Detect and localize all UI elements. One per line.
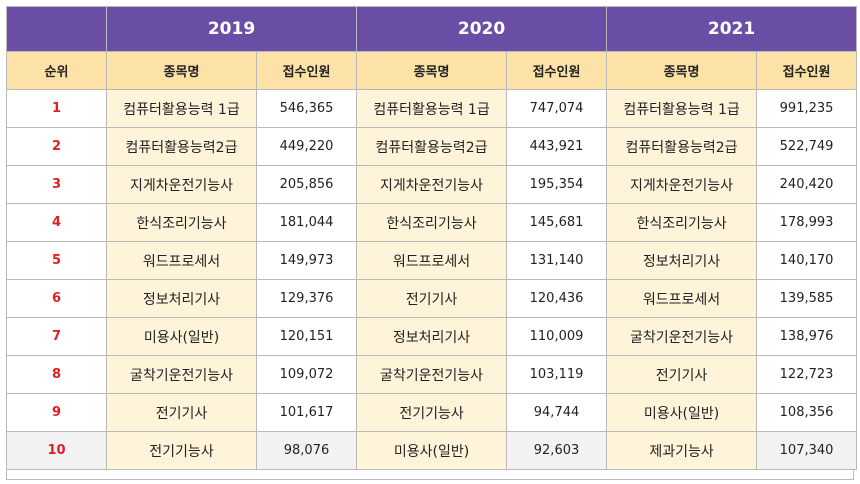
exam-name-cell: 제과기능사: [606, 431, 758, 470]
ranking-table-container: 2019 2020 2021 순위 종목명 접수인원 종목명 접수인원 종목명 …: [6, 6, 858, 480]
rank-cell: 3: [6, 165, 107, 204]
applicant-count-cell: 145,681: [506, 203, 608, 242]
applicant-count-cell: 110,009: [506, 317, 608, 356]
year-header-blank: [6, 6, 107, 52]
applicant-count-cell: 240,420: [756, 165, 858, 204]
exam-name-cell: 지게차운전기능사: [106, 165, 257, 204]
applicant-count-cell: 139,585: [756, 279, 858, 318]
exam-ranking-table: 2019 2020 2021 순위 종목명 접수인원 종목명 접수인원 종목명 …: [6, 6, 858, 470]
table-row: 5 워드프로세서 149,973 워드프로세서 131,140 정보처리기사 140,170: [6, 241, 858, 280]
table-row: 2 컴퓨터활용능력2급 449,220 컴퓨터활용능력2급 443,921 컴퓨터활용능력…: [6, 127, 858, 166]
applicant-count-cell: 149,973: [255, 241, 358, 280]
exam-name-cell: 전기기능사: [356, 393, 508, 432]
name-column-header: 종목명: [106, 51, 257, 90]
applicant-count-cell: 120,436: [506, 279, 608, 318]
exam-name-cell: 미용사(일반): [606, 393, 758, 432]
applicant-count-cell: 94,744: [506, 393, 608, 432]
exam-name-cell: 전기기사: [106, 393, 257, 432]
year-header-2021: 2021: [606, 6, 858, 52]
year-header-row: 2019 2020 2021: [6, 6, 858, 52]
applicant-count-cell: 98,076: [255, 431, 358, 470]
applicant-count-cell: 140,170: [756, 241, 858, 280]
rank-cell: 10: [6, 431, 107, 470]
applicant-count-cell: 108,356: [756, 393, 858, 432]
exam-name-cell: 워드프로세서: [356, 241, 508, 280]
exam-name-cell: 전기기사: [606, 355, 758, 394]
count-column-header: 접수인원: [756, 51, 858, 90]
year-header-2020: 2020: [356, 6, 608, 52]
exam-name-cell: 정보처리기사: [606, 241, 758, 280]
applicant-count-cell: 522,749: [756, 127, 858, 166]
exam-name-cell: 한식조리기능사: [106, 203, 257, 242]
exam-name-cell: 컴퓨터활용능력2급: [106, 127, 257, 166]
exam-name-cell: 컴퓨터활용능력 1급: [356, 89, 508, 128]
column-header-row: 순위 종목명 접수인원 종목명 접수인원 종목명 접수인원: [6, 51, 858, 90]
applicant-count-cell: 205,856: [255, 165, 358, 204]
rank-cell: 7: [6, 317, 107, 356]
applicant-count-cell: 107,340: [756, 431, 858, 470]
applicant-count-cell: 109,072: [255, 355, 358, 394]
name-column-header: 종목명: [606, 51, 758, 90]
applicant-count-cell: 546,365: [255, 89, 358, 128]
applicant-count-cell: 991,235: [756, 89, 858, 128]
exam-name-cell: 한식조리기능사: [606, 203, 758, 242]
exam-name-cell: 정보처리기사: [106, 279, 257, 318]
exam-name-cell: 컴퓨터활용능력2급: [606, 127, 758, 166]
exam-name-cell: 전기기사: [356, 279, 508, 318]
applicant-count-cell: 178,993: [756, 203, 858, 242]
table-row: 3 지게차운전기능사 205,856 지게차운전기능사 195,354 지게차운전기능사 2…: [6, 165, 858, 204]
applicant-count-cell: 181,044: [255, 203, 358, 242]
table-row: 1 컴퓨터활용능력 1급 546,365 컴퓨터활용능력 1급 747,074 컴퓨터활용…: [6, 89, 858, 128]
applicant-count-cell: 120,151: [255, 317, 358, 356]
applicant-count-cell: 92,603: [506, 431, 608, 470]
applicant-count-cell: 449,220: [255, 127, 358, 166]
exam-name-cell: 컴퓨터활용능력 1급: [606, 89, 758, 128]
exam-name-cell: 굴착기운전기능사: [106, 355, 257, 394]
rank-cell: 2: [6, 127, 107, 166]
table-row: 8 굴착기운전기능사 109,072 굴착기운전기능사 103,119 전기기사 122,7…: [6, 355, 858, 394]
applicant-count-cell: 131,140: [506, 241, 608, 280]
applicant-count-cell: 195,354: [506, 165, 608, 204]
rank-cell: 9: [6, 393, 107, 432]
table-row: 6 정보처리기사 129,376 전기기사 120,436 워드프로세서 139,585: [6, 279, 858, 318]
table-body: 1 컴퓨터활용능력 1급 546,365 컴퓨터활용능력 1급 747,074 컴퓨터활용…: [6, 89, 858, 470]
exam-name-cell: 굴착기운전기능사: [356, 355, 508, 394]
table-row: 7 미용사(일반) 120,151 정보처리기사 110,009 굴착기운전기능사 138,…: [6, 317, 858, 356]
rank-cell: 8: [6, 355, 107, 394]
exam-name-cell: 미용사(일반): [106, 317, 257, 356]
exam-name-cell: 한식조리기능사: [356, 203, 508, 242]
year-header-2019: 2019: [105, 6, 358, 52]
name-column-header: 종목명: [356, 51, 508, 90]
rank-cell: 4: [6, 203, 107, 242]
count-column-header: 접수인원: [255, 51, 358, 90]
table-row: 9 전기기사 101,617 전기기능사 94,744 미용사(일반) 108,356: [6, 393, 858, 432]
applicant-count-cell: 122,723: [756, 355, 858, 394]
applicant-count-cell: 103,119: [506, 355, 608, 394]
count-column-header: 접수인원: [506, 51, 608, 90]
exam-name-cell: 정보처리기사: [356, 317, 508, 356]
exam-name-cell: 워드프로세서: [606, 279, 758, 318]
rank-column-header: 순위: [6, 51, 107, 90]
exam-name-cell: 굴착기운전기능사: [606, 317, 758, 356]
rank-cell: 5: [6, 241, 107, 280]
exam-name-cell: 미용사(일반): [356, 431, 508, 470]
table-row: 4 한식조리기능사 181,044 한식조리기능사 145,681 한식조리기능사 178,…: [6, 203, 858, 242]
rank-cell: 1: [6, 89, 107, 128]
rank-cell: 6: [6, 279, 107, 318]
applicant-count-cell: 138,976: [756, 317, 858, 356]
exam-name-cell: 전기기능사: [106, 431, 257, 470]
exam-name-cell: 워드프로세서: [106, 241, 257, 280]
applicant-count-cell: 101,617: [255, 393, 358, 432]
exam-name-cell: 지게차운전기능사: [606, 165, 758, 204]
applicant-count-cell: 129,376: [255, 279, 358, 318]
table-row: 10 전기기능사 98,076 미용사(일반) 92,603 제과기능사 107,340: [6, 431, 858, 470]
exam-name-cell: 컴퓨터활용능력 1급: [106, 89, 257, 128]
applicant-count-cell: 747,074: [506, 89, 608, 128]
exam-name-cell: 컴퓨터활용능력2급: [356, 127, 508, 166]
applicant-count-cell: 443,921: [506, 127, 608, 166]
exam-name-cell: 지게차운전기능사: [356, 165, 508, 204]
